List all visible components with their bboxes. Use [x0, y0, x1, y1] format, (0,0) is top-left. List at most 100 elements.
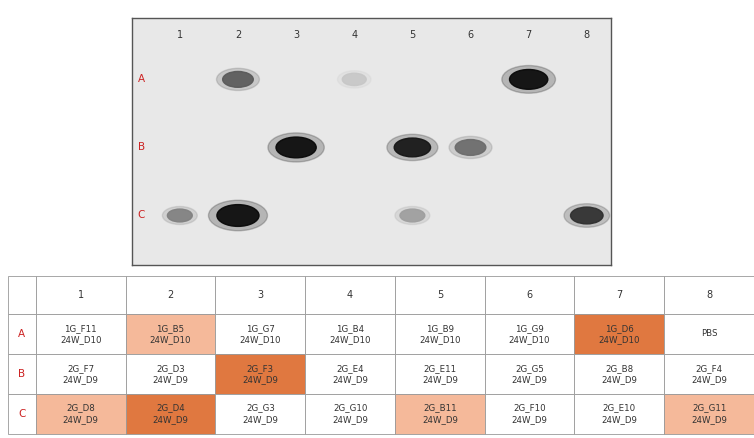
- Ellipse shape: [216, 68, 259, 91]
- Text: 2G_E10
24W_D9: 2G_E10 24W_D9: [602, 403, 637, 424]
- Ellipse shape: [502, 66, 556, 93]
- Bar: [216, 394, 305, 434]
- Ellipse shape: [162, 206, 198, 225]
- Text: 2G_B8
24W_D9: 2G_B8 24W_D9: [602, 364, 637, 384]
- Bar: [305, 276, 395, 314]
- Bar: [664, 276, 754, 314]
- Text: 3: 3: [293, 30, 299, 40]
- Bar: [126, 314, 216, 354]
- Bar: [36, 394, 126, 434]
- Ellipse shape: [387, 134, 438, 161]
- Bar: [664, 354, 754, 394]
- Text: 6: 6: [526, 290, 532, 300]
- Ellipse shape: [342, 73, 366, 85]
- Bar: [36, 354, 126, 394]
- Bar: [575, 394, 664, 434]
- Bar: [305, 394, 395, 434]
- Ellipse shape: [455, 140, 486, 155]
- Text: 2G_D8
24W_D9: 2G_D8 24W_D9: [63, 403, 99, 424]
- Text: 2G_F10
24W_D9: 2G_F10 24W_D9: [512, 403, 547, 424]
- Text: 5: 5: [437, 290, 443, 300]
- Bar: [126, 394, 216, 434]
- Text: 2G_G5
24W_D9: 2G_G5 24W_D9: [512, 364, 547, 384]
- Text: 1: 1: [176, 30, 183, 40]
- Bar: [305, 354, 395, 394]
- Ellipse shape: [571, 207, 603, 224]
- Bar: [36, 314, 126, 354]
- Bar: [575, 354, 664, 394]
- Text: 2G_B11
24W_D9: 2G_B11 24W_D9: [422, 403, 458, 424]
- Ellipse shape: [394, 138, 431, 157]
- Text: C: C: [138, 211, 146, 220]
- Bar: [126, 354, 216, 394]
- Text: 2G_D4
24W_D9: 2G_D4 24W_D9: [152, 403, 188, 424]
- Bar: [575, 314, 664, 354]
- Text: 2G_F3
24W_D9: 2G_F3 24W_D9: [242, 364, 278, 384]
- Bar: [8, 314, 36, 354]
- Bar: [36, 276, 126, 314]
- Ellipse shape: [395, 206, 430, 225]
- Text: 1G_D6
24W_D10: 1G_D6 24W_D10: [599, 324, 640, 344]
- Bar: [8, 394, 36, 434]
- Bar: [485, 276, 575, 314]
- Text: 1G_G9
24W_D10: 1G_G9 24W_D10: [509, 324, 550, 344]
- Text: C: C: [18, 409, 26, 419]
- Bar: [664, 314, 754, 354]
- Text: 1G_F11
24W_D10: 1G_F11 24W_D10: [60, 324, 102, 344]
- Ellipse shape: [510, 70, 548, 89]
- Bar: [216, 354, 305, 394]
- Text: A: A: [138, 74, 145, 85]
- Bar: [395, 314, 485, 354]
- Text: 4: 4: [351, 30, 357, 40]
- Bar: [8, 354, 36, 394]
- Text: B: B: [18, 369, 26, 379]
- Text: 2G_F4
24W_D9: 2G_F4 24W_D9: [691, 364, 727, 384]
- Ellipse shape: [222, 71, 253, 87]
- Ellipse shape: [400, 209, 425, 222]
- Ellipse shape: [276, 137, 316, 158]
- Text: 1G_B5
24W_D10: 1G_B5 24W_D10: [150, 324, 192, 344]
- Text: 3: 3: [257, 290, 263, 300]
- Text: 2G_E4
24W_D9: 2G_E4 24W_D9: [332, 364, 368, 384]
- Ellipse shape: [268, 133, 324, 162]
- Ellipse shape: [167, 209, 192, 222]
- Bar: [395, 276, 485, 314]
- Text: 5: 5: [409, 30, 415, 40]
- Ellipse shape: [208, 200, 268, 231]
- Text: 1: 1: [78, 290, 84, 300]
- Text: 7: 7: [616, 290, 623, 300]
- Bar: [8, 276, 36, 314]
- Bar: [395, 354, 485, 394]
- Text: 1G_G7
24W_D10: 1G_G7 24W_D10: [240, 324, 281, 344]
- Text: 2: 2: [167, 290, 173, 300]
- Text: 2G_D3
24W_D9: 2G_D3 24W_D9: [152, 364, 188, 384]
- Bar: [485, 354, 575, 394]
- Ellipse shape: [564, 204, 609, 227]
- Bar: [216, 276, 305, 314]
- Text: 4: 4: [347, 290, 353, 300]
- Text: 2G_E11
24W_D9: 2G_E11 24W_D9: [422, 364, 458, 384]
- Bar: [395, 394, 485, 434]
- Bar: [485, 314, 575, 354]
- Text: 7: 7: [526, 30, 532, 40]
- Ellipse shape: [338, 71, 371, 88]
- Text: PBS: PBS: [701, 329, 717, 338]
- Text: 8: 8: [706, 290, 713, 300]
- Text: A: A: [18, 329, 26, 339]
- Text: 8: 8: [584, 30, 590, 40]
- Bar: [216, 314, 305, 354]
- Bar: [664, 394, 754, 434]
- Bar: [126, 276, 216, 314]
- Text: 2G_F7
24W_D9: 2G_F7 24W_D9: [63, 364, 99, 384]
- Text: 2G_G3
24W_D9: 2G_G3 24W_D9: [242, 403, 278, 424]
- Text: 1G_B4
24W_D10: 1G_B4 24W_D10: [329, 324, 371, 344]
- Bar: [305, 314, 395, 354]
- Text: B: B: [138, 142, 145, 152]
- Ellipse shape: [449, 136, 492, 159]
- Text: 1G_B9
24W_D10: 1G_B9 24W_D10: [419, 324, 461, 344]
- Bar: [575, 276, 664, 314]
- Text: 2: 2: [234, 30, 241, 40]
- Ellipse shape: [217, 205, 259, 226]
- Text: 2G_G11
24W_D9: 2G_G11 24W_D9: [691, 403, 727, 424]
- Text: 6: 6: [467, 30, 474, 40]
